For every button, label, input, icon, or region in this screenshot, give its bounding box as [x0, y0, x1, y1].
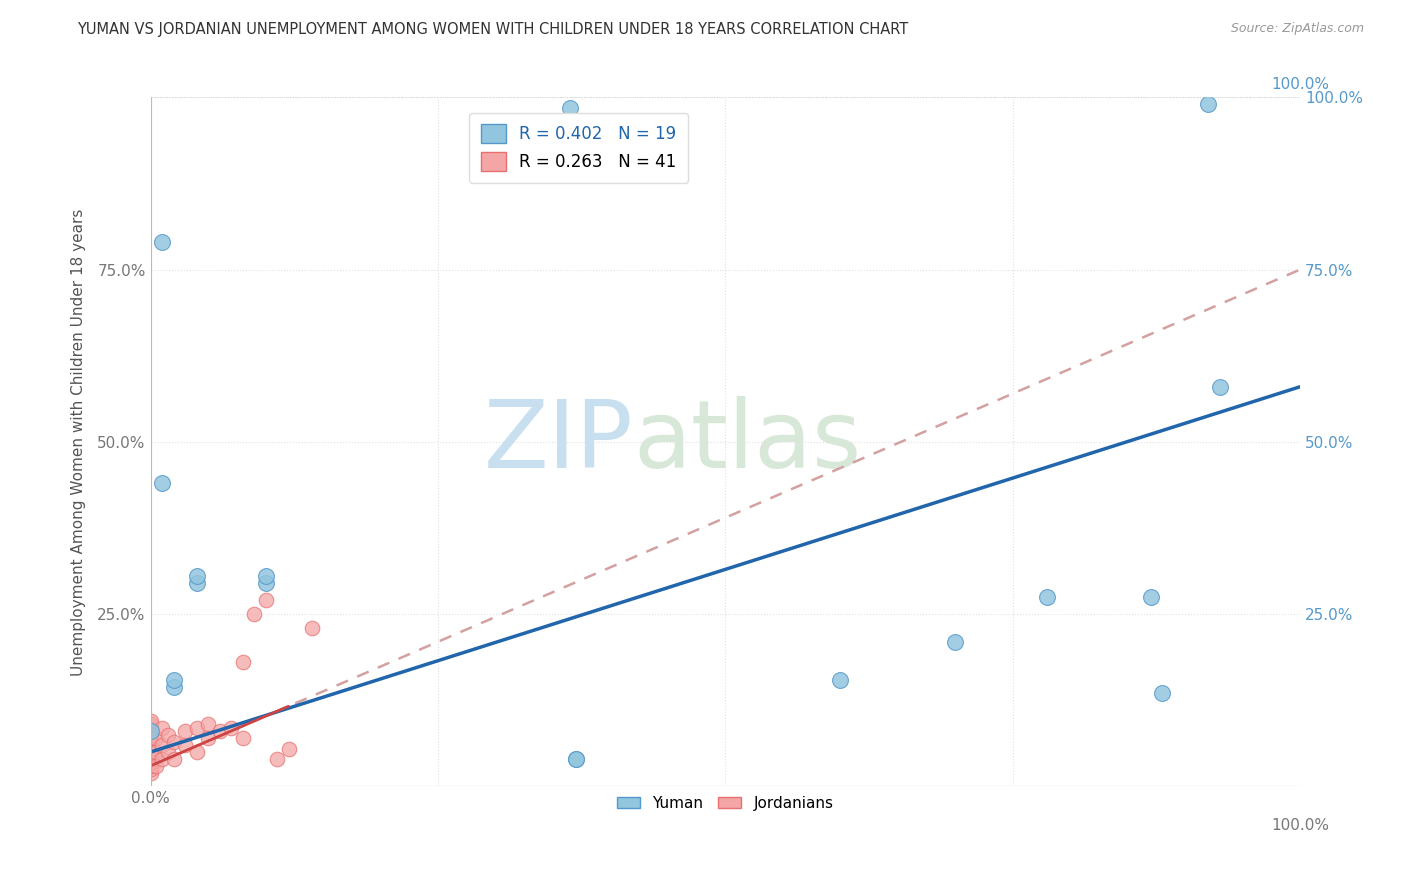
Point: [830, 673, 852, 687]
Point: [243, 607, 266, 622]
Point: [139, 728, 162, 742]
Point: [156, 745, 179, 759]
Point: [277, 741, 299, 756]
Point: [1036, 590, 1059, 604]
Point: [232, 731, 254, 746]
Text: 100.0%: 100.0%: [1271, 817, 1329, 832]
Point: [150, 235, 173, 249]
Point: [139, 756, 162, 770]
Y-axis label: Unemployment Among Women with Children Under 18 years: Unemployment Among Women with Children U…: [72, 208, 86, 675]
Point: [139, 721, 162, 735]
Point: [565, 752, 588, 766]
Point: [139, 738, 162, 752]
Point: [162, 673, 184, 687]
Point: [139, 765, 162, 780]
Point: [162, 752, 184, 766]
Text: atlas: atlas: [633, 396, 862, 488]
Point: [186, 721, 208, 735]
Point: [197, 731, 219, 746]
Point: [162, 734, 184, 748]
Point: [254, 576, 277, 591]
Point: [139, 748, 162, 763]
Point: [174, 724, 197, 739]
Point: [139, 762, 162, 776]
Point: [219, 721, 242, 735]
Point: [558, 101, 581, 115]
Point: [254, 569, 277, 583]
Point: [156, 728, 179, 742]
Point: [139, 731, 162, 746]
Point: [139, 759, 162, 773]
Point: [139, 724, 162, 739]
Point: [186, 569, 208, 583]
Point: [139, 734, 162, 748]
Text: ZIP: ZIP: [484, 396, 633, 488]
Point: [139, 714, 162, 728]
Point: [150, 476, 173, 491]
Point: [1208, 380, 1230, 394]
Point: [139, 745, 162, 759]
Point: [1152, 686, 1174, 700]
Point: [186, 576, 208, 591]
Point: [145, 745, 167, 759]
Point: [266, 752, 288, 766]
Point: [232, 656, 254, 670]
Point: [186, 745, 208, 759]
Point: [145, 759, 167, 773]
Point: [145, 731, 167, 746]
Point: [162, 680, 184, 694]
Point: [1139, 590, 1161, 604]
Point: [139, 752, 162, 766]
Point: [197, 717, 219, 731]
Point: [1197, 97, 1219, 112]
Point: [565, 752, 588, 766]
Point: [139, 741, 162, 756]
Text: YUMAN VS JORDANIAN UNEMPLOYMENT AMONG WOMEN WITH CHILDREN UNDER 18 YEARS CORRELA: YUMAN VS JORDANIAN UNEMPLOYMENT AMONG WO…: [77, 22, 908, 37]
Point: [139, 717, 162, 731]
Point: [254, 593, 277, 607]
Point: [208, 724, 231, 739]
Point: [139, 724, 162, 739]
Legend: Yuman, Jordanians: Yuman, Jordanians: [612, 789, 839, 817]
Point: [174, 738, 197, 752]
Point: [943, 634, 966, 648]
Text: Source: ZipAtlas.com: Source: ZipAtlas.com: [1230, 22, 1364, 36]
Point: [150, 738, 173, 752]
Point: [301, 621, 323, 635]
Point: [150, 721, 173, 735]
Point: [150, 752, 173, 766]
